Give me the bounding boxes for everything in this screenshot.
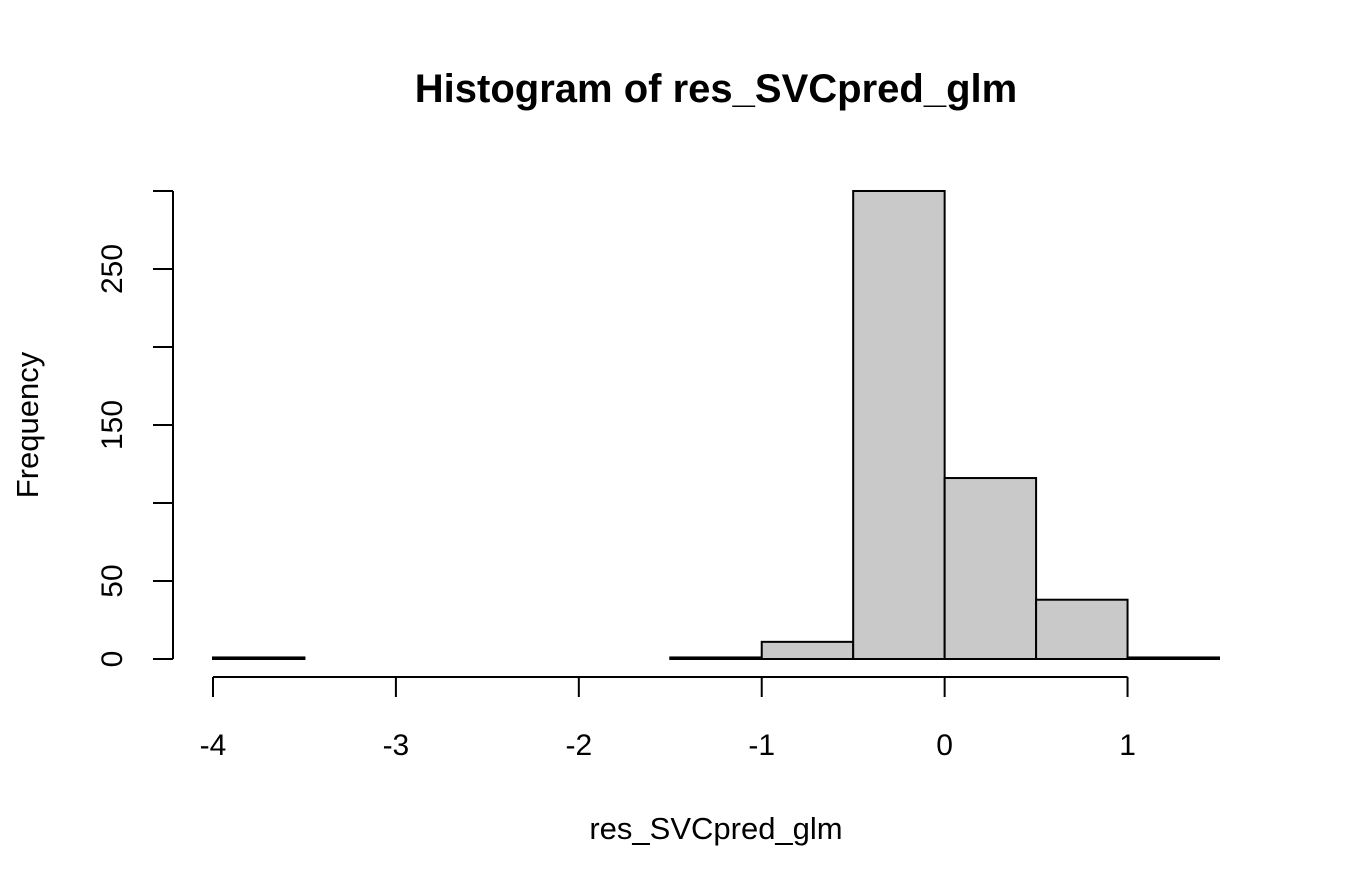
y-tick-label-3: 250 bbox=[96, 244, 129, 294]
x-axis: -4 -3 -2 -1 0 1 bbox=[200, 676, 1136, 762]
histogram-bar-5 bbox=[669, 656, 763, 661]
chart-title: Histogram of res_SVCpred_glm bbox=[415, 67, 1017, 111]
x-tick-label-2: -2 bbox=[565, 729, 592, 762]
histogram-bar-7 bbox=[852, 190, 946, 660]
histogram-bar-10 bbox=[1126, 656, 1220, 661]
y-tick-label-1: 50 bbox=[96, 564, 129, 597]
y-axis: 0 50 150 250 bbox=[96, 190, 174, 668]
histogram-bar-8 bbox=[943, 477, 1038, 661]
histogram-bar-0 bbox=[212, 656, 306, 661]
x-tick-label-1: -3 bbox=[383, 729, 410, 762]
bars-group bbox=[212, 190, 1220, 661]
x-tick-label-3: -1 bbox=[748, 729, 775, 762]
x-tick-label-4: 0 bbox=[936, 729, 953, 762]
histogram-bar-9 bbox=[1035, 598, 1129, 660]
x-axis-label: res_SVCpred_glm bbox=[589, 811, 842, 846]
y-axis-label: Frequency bbox=[10, 351, 45, 498]
y-tick-label-2: 150 bbox=[96, 400, 129, 450]
x-tick-label-0: -4 bbox=[200, 729, 227, 762]
histogram-bar-6 bbox=[760, 640, 855, 661]
y-tick-label-0: 0 bbox=[96, 651, 129, 668]
x-tick-label-5: 1 bbox=[1119, 729, 1136, 762]
